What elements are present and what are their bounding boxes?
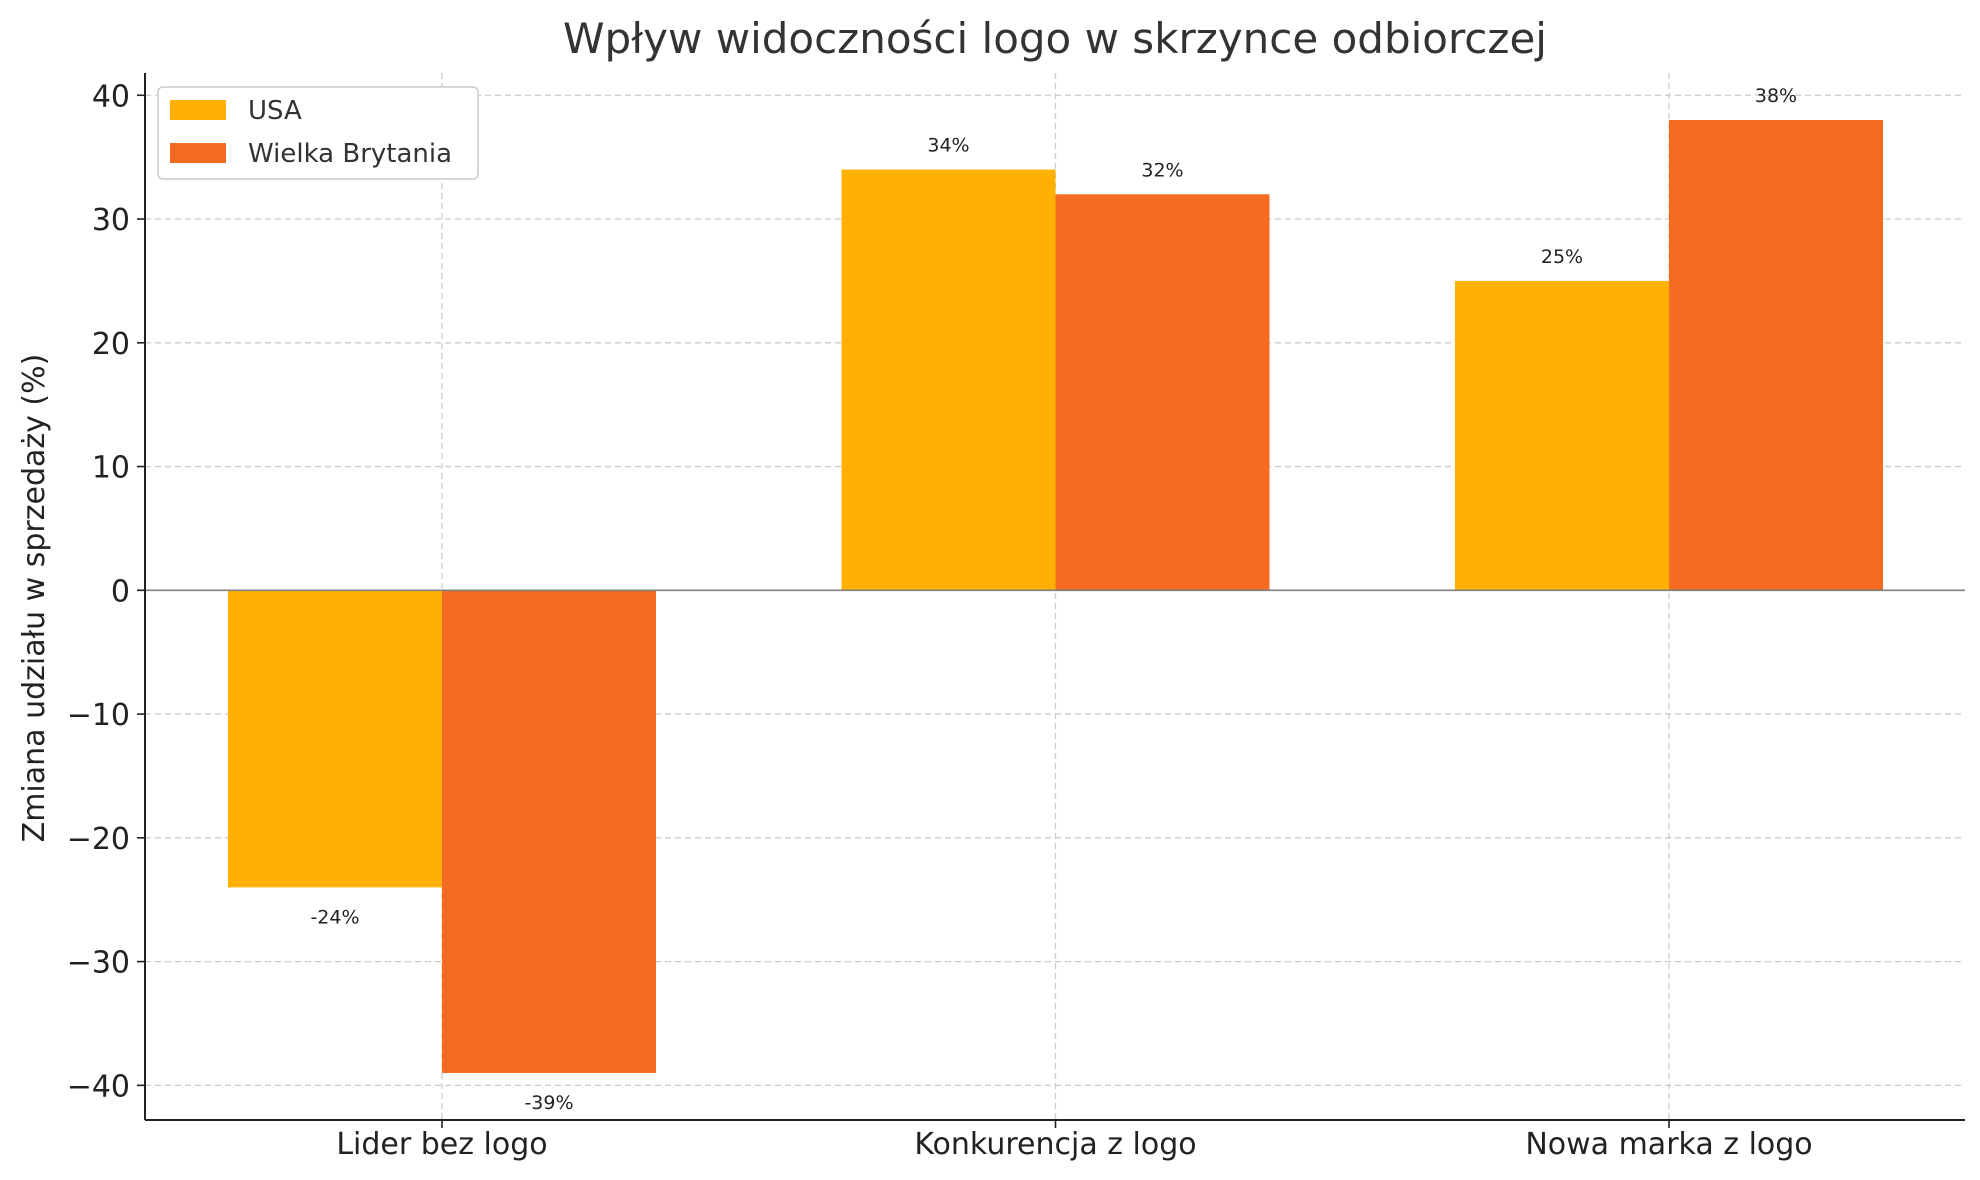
bar-value-label: -24% xyxy=(310,906,359,928)
bar-uk xyxy=(442,590,656,1073)
y-tick-label: −40 xyxy=(67,1069,130,1104)
chart-title: Wpływ widoczności logo w skrzynce odbior… xyxy=(563,14,1547,63)
legend-swatch xyxy=(170,100,226,120)
bar-uk xyxy=(1669,120,1883,591)
y-tick-label: −10 xyxy=(67,698,130,733)
y-tick-labels: −40 −30 −20 −10 0 10 20 30 40 xyxy=(67,79,145,1104)
bar-usa xyxy=(841,169,1056,591)
bar-value-label: -39% xyxy=(524,1092,573,1114)
bar-value-label: 32% xyxy=(1141,159,1183,181)
bar-value-label: 38% xyxy=(1755,85,1797,107)
legend-label: Wielka Brytania xyxy=(248,139,452,169)
x-tick-label: Konkurencja z logo xyxy=(914,1127,1196,1162)
bar-value-label: 34% xyxy=(927,135,969,157)
y-tick-label: 20 xyxy=(92,327,130,362)
bar-uk xyxy=(1055,194,1270,591)
y-tick-label: 40 xyxy=(92,79,130,114)
bars xyxy=(228,120,1883,1073)
bar-usa xyxy=(1455,280,1669,591)
bar-value-labels: -24% 34% 25% -39% 32% 38% xyxy=(310,85,1797,1114)
y-tick-label: −30 xyxy=(67,946,130,981)
bar-value-label: 25% xyxy=(1541,246,1583,268)
legend-box xyxy=(157,86,479,180)
legend-label: USA xyxy=(248,96,302,126)
y-tick-label: −20 xyxy=(67,822,130,857)
y-tick-label: 30 xyxy=(92,203,130,238)
legend-swatch xyxy=(170,143,226,163)
y-tick-label: 0 xyxy=(111,574,130,609)
legend: USA Wielka Brytania xyxy=(157,86,479,180)
x-tick-labels: Lider bez logo Konkurencja z logo Nowa mar… xyxy=(336,1120,1813,1162)
x-tick-label: Nowa marka z logo xyxy=(1525,1127,1812,1162)
y-axis-label: Zmiana udziału w sprzedaży (%) xyxy=(17,354,52,843)
y-tick-label: 10 xyxy=(92,451,130,486)
bar-usa xyxy=(228,590,442,888)
x-tick-label: Lider bez logo xyxy=(336,1127,547,1162)
